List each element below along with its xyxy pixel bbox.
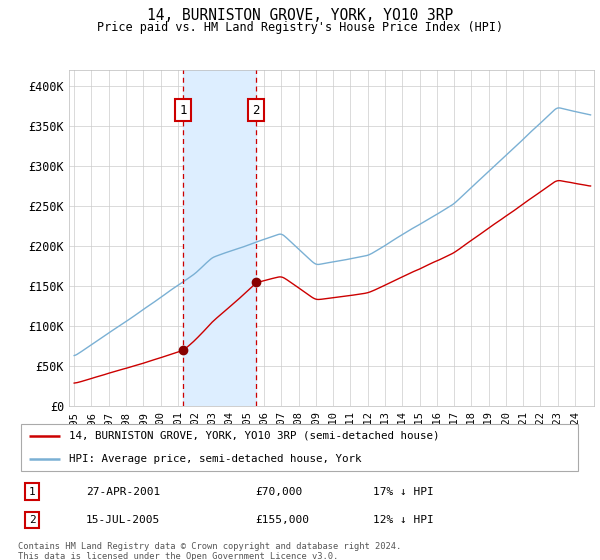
Text: 2: 2 [29,515,35,525]
Text: 14, BURNISTON GROVE, YORK, YO10 3RP (semi-detached house): 14, BURNISTON GROVE, YORK, YO10 3RP (sem… [69,431,439,441]
Text: Contains HM Land Registry data © Crown copyright and database right 2024.
This d: Contains HM Land Registry data © Crown c… [18,542,401,560]
Text: £70,000: £70,000 [255,487,302,497]
Text: Price paid vs. HM Land Registry's House Price Index (HPI): Price paid vs. HM Land Registry's House … [97,21,503,34]
Text: 14, BURNISTON GROVE, YORK, YO10 3RP: 14, BURNISTON GROVE, YORK, YO10 3RP [147,8,453,24]
Text: 2: 2 [253,104,260,116]
Text: 15-JUL-2005: 15-JUL-2005 [86,515,160,525]
Text: 1: 1 [179,104,187,116]
Text: 12% ↓ HPI: 12% ↓ HPI [373,515,434,525]
Text: HPI: Average price, semi-detached house, York: HPI: Average price, semi-detached house,… [69,454,361,464]
Text: 27-APR-2001: 27-APR-2001 [86,487,160,497]
Text: £155,000: £155,000 [255,515,309,525]
Bar [184,70,256,406]
Text: 17% ↓ HPI: 17% ↓ HPI [373,487,434,497]
Text: 1: 1 [29,487,35,497]
FancyBboxPatch shape [21,424,578,471]
